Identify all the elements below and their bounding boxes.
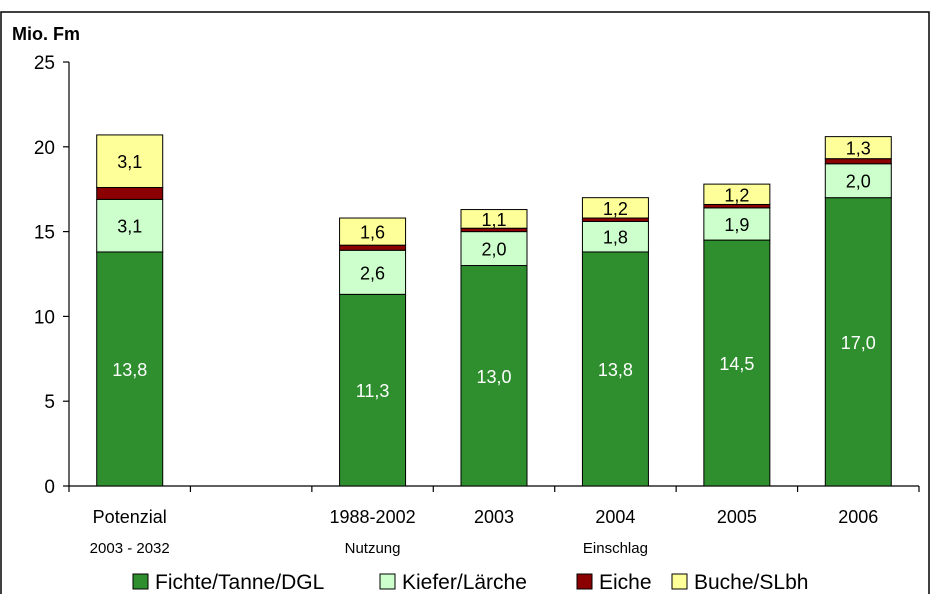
bar-segment-fichte-tanne-dgl [581, 251, 649, 487]
data-label: 1,2 [724, 185, 749, 205]
group-label-nutzung: Nutzung [345, 540, 401, 557]
bar-segment-buche-slbh [581, 197, 649, 219]
bar-segment-fichte-tanne-dgl [703, 239, 771, 487]
data-label: 1,9 [724, 215, 749, 235]
bar-segment-fichte-tanne-dgl [824, 197, 892, 487]
x-category-label: 2003 [474, 507, 514, 527]
bar-segment-fichte-tanne-dgl [339, 293, 407, 487]
data-label: 2,6 [360, 263, 385, 283]
bars [96, 134, 892, 487]
bar-segment-buche-slbh [824, 136, 892, 160]
bar-segment-buche-slbh [339, 217, 407, 246]
bar-segment-eiche [824, 158, 892, 165]
bar-segment-kiefer-l-rche [581, 220, 649, 253]
data-labels: 13,8 3,1 3,1 11,3 2,6 1,6 13,0 2,0 1,1 13,8 1,8 1,2… [112, 139, 876, 402]
bar-segment-buche-slbh [460, 209, 528, 229]
legend-entry: Kiefer/Lärche [402, 571, 527, 594]
data-label: 2,0 [481, 240, 506, 260]
data-label: 14,5 [719, 354, 754, 374]
bar-segment-fichte-tanne-dgl [460, 265, 528, 487]
data-label: 1,2 [603, 199, 628, 219]
data-label: 1,1 [481, 210, 506, 230]
data-label: 1,8 [603, 228, 628, 248]
data-label: 17,0 [841, 333, 876, 353]
legend: Fichte/Tanne/DGL Kiefer/Lärche Eiche Buche/… [132, 571, 808, 594]
legend-entry: Eiche [599, 571, 652, 594]
x-category-label: Potenzial [93, 507, 167, 527]
legend-swatch [379, 573, 396, 590]
data-label: 1,6 [360, 223, 385, 243]
data-label: 2,0 [846, 172, 871, 192]
legend-swatch [576, 573, 593, 590]
bar-segment-buche-slbh [703, 183, 771, 205]
y-tick-label: 5 [44, 392, 55, 413]
data-label: 13,0 [476, 367, 511, 387]
bar-segment-kiefer-l-rche [703, 207, 771, 241]
group-label-einschlag: Einschlag [583, 540, 648, 557]
y-tick-label: 20 [34, 138, 55, 159]
y-tick-label: 15 [34, 223, 55, 244]
x-category-sublabel: 2003 - 2032 [90, 540, 170, 557]
y-tick-label: 10 [34, 307, 55, 328]
y-tick-label: 25 [34, 53, 55, 74]
legend-swatch [132, 573, 149, 590]
data-label: 1,3 [846, 139, 871, 159]
data-label: 3,1 [117, 152, 142, 172]
bar-segment-fichte-tanne-dgl [96, 251, 164, 487]
data-label: 11,3 [356, 381, 390, 401]
x-category-label: 2004 [595, 507, 635, 527]
legend-entry: Fichte/Tanne/DGL [155, 571, 324, 594]
y-tick-label: 0 [44, 477, 55, 498]
data-label: 13,8 [112, 360, 147, 380]
data-label: 13,8 [598, 360, 633, 380]
bar-segment-kiefer-l-rche [96, 198, 164, 253]
bar-segment-eiche [96, 187, 164, 200]
legend-entry: Buche/SLbh [694, 571, 808, 594]
legend-swatch [671, 573, 688, 590]
x-axis-labels: Potenzial 2003 - 2032 1988-2002 2003 2004 200… [90, 507, 879, 557]
x-category-label: 2006 [838, 507, 878, 527]
bar-segment-kiefer-l-rche [824, 163, 892, 199]
data-label: 3,1 [117, 217, 142, 237]
y-unit-label: Mio. Fm [12, 24, 80, 44]
bar-segment-buche-slbh [96, 134, 164, 189]
x-category-label: 1988-2002 [330, 507, 416, 527]
bar-segment-eiche [339, 244, 407, 251]
x-category-label: 2005 [717, 507, 757, 527]
bar-segment-kiefer-l-rche [339, 249, 407, 295]
